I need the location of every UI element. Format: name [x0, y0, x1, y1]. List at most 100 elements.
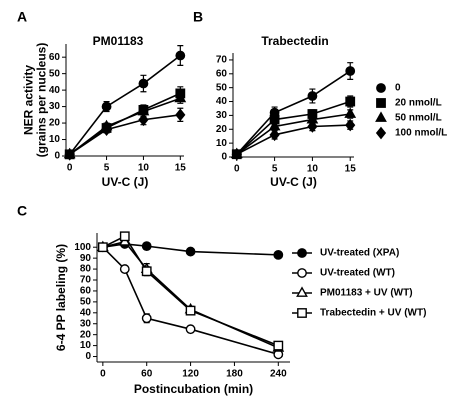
y-axis-label: NER activity [22, 65, 36, 135]
marker [273, 340, 284, 351]
y-tick-label: 0 [54, 151, 60, 162]
marker [185, 305, 196, 316]
legend-marker [296, 286, 308, 297]
marker [231, 147, 242, 161]
marker [141, 266, 152, 277]
marker [97, 242, 108, 253]
marker [345, 118, 356, 132]
y-tick-label: 50 [216, 82, 228, 93]
marker [141, 241, 152, 252]
x-axis-label: Postincubation (min) [134, 382, 253, 396]
marker [101, 101, 112, 112]
marker [307, 91, 318, 101]
chart-title: PM01183 [93, 34, 144, 48]
legend-label: 0 [395, 83, 401, 94]
y-tick-label: 60 [216, 68, 228, 79]
marker [345, 66, 356, 76]
marker [269, 128, 280, 142]
marker [101, 123, 112, 136]
y-tick-label: 0 [221, 152, 227, 163]
x-tick-label: 10 [138, 163, 150, 174]
marker [119, 264, 130, 274]
x-tick-label: 120 [182, 369, 199, 380]
marker [138, 78, 149, 89]
marker [119, 231, 130, 242]
legend-marker [297, 308, 307, 318]
legend-marker [297, 248, 307, 258]
marker [344, 107, 357, 118]
y-tick-label: 40 [216, 96, 228, 107]
y-tick-label: 100 [74, 242, 91, 253]
y-tick-label: 60 [80, 286, 92, 297]
panel-label: C [17, 203, 27, 219]
y-tick-label: 0 [85, 351, 91, 362]
y-tick-label: 20 [49, 118, 61, 129]
y-tick-label: 30 [216, 110, 228, 121]
legend-marker [375, 126, 387, 140]
y-tick-label: 10 [49, 134, 61, 145]
series-line [69, 114, 181, 156]
y-tick-label: 20 [216, 124, 228, 135]
y-tick-label: 80 [80, 264, 92, 275]
panel-label: B [193, 9, 203, 25]
y-tick-label: 90 [80, 253, 92, 264]
x-tick-label: 15 [175, 163, 187, 174]
y-tick-label: 10 [80, 340, 92, 351]
y-tick-label: 70 [216, 55, 228, 66]
x-tick-label: 5 [272, 164, 278, 175]
series-line [236, 70, 351, 155]
legend-marker [297, 268, 307, 278]
marker [138, 113, 149, 127]
y-axis-label: 6-4 PP labeling (%) [54, 244, 68, 351]
y-tick-label: 60 [49, 52, 61, 63]
legend-label: PM01183 + UV (WT) [320, 288, 413, 299]
x-tick-label: 240 [270, 369, 287, 380]
series-line [236, 100, 351, 155]
x-axis-label: UV-C (J) [270, 175, 317, 189]
y-tick-label: 20 [80, 329, 92, 340]
x-axis-label: UV-C (J) [102, 175, 149, 189]
y-tick-label: 10 [216, 138, 228, 149]
y-tick-label: 40 [80, 307, 92, 318]
y-tick-label: 50 [49, 68, 61, 79]
marker [345, 96, 356, 107]
marker [64, 148, 75, 161]
legend-marker [376, 83, 386, 93]
panel-label: A [17, 9, 27, 25]
y-tick-label: 70 [80, 275, 92, 286]
y-tick-label: 30 [49, 101, 61, 112]
legend-label: Trabectedin + UV (WT) [320, 308, 426, 319]
legend-label: 20 nmol/L [395, 98, 442, 109]
series-line [69, 54, 181, 155]
series-line [236, 113, 351, 155]
marker [185, 324, 196, 335]
marker [175, 108, 186, 122]
x-tick-label: 0 [67, 163, 73, 174]
x-tick-label: 60 [141, 369, 153, 380]
y-tick-label: 40 [49, 85, 61, 96]
series-line [102, 246, 279, 356]
chart-title: Trabectedin [261, 34, 328, 48]
legend-label: 100 nmol/L [395, 128, 447, 139]
legend-marker [375, 111, 387, 122]
x-tick-label: 15 [345, 164, 357, 175]
legend-label: UV-treated (WT) [320, 268, 395, 279]
marker [273, 249, 284, 260]
marker [307, 120, 318, 133]
marker [174, 91, 187, 103]
series-line [69, 97, 181, 155]
x-tick-label: 5 [104, 163, 110, 174]
x-tick-label: 10 [307, 164, 319, 175]
marker [141, 313, 152, 324]
legend-marker [376, 98, 386, 108]
series-line [236, 124, 351, 155]
y-tick-label: 50 [80, 297, 92, 308]
marker [175, 50, 186, 61]
x-tick-label: 0 [234, 164, 240, 175]
legend-label: UV-treated (XPA) [320, 248, 399, 259]
marker [185, 246, 196, 257]
x-tick-label: 0 [100, 369, 106, 380]
y-tick-label: 30 [80, 318, 92, 329]
x-tick-label: 180 [226, 369, 243, 380]
